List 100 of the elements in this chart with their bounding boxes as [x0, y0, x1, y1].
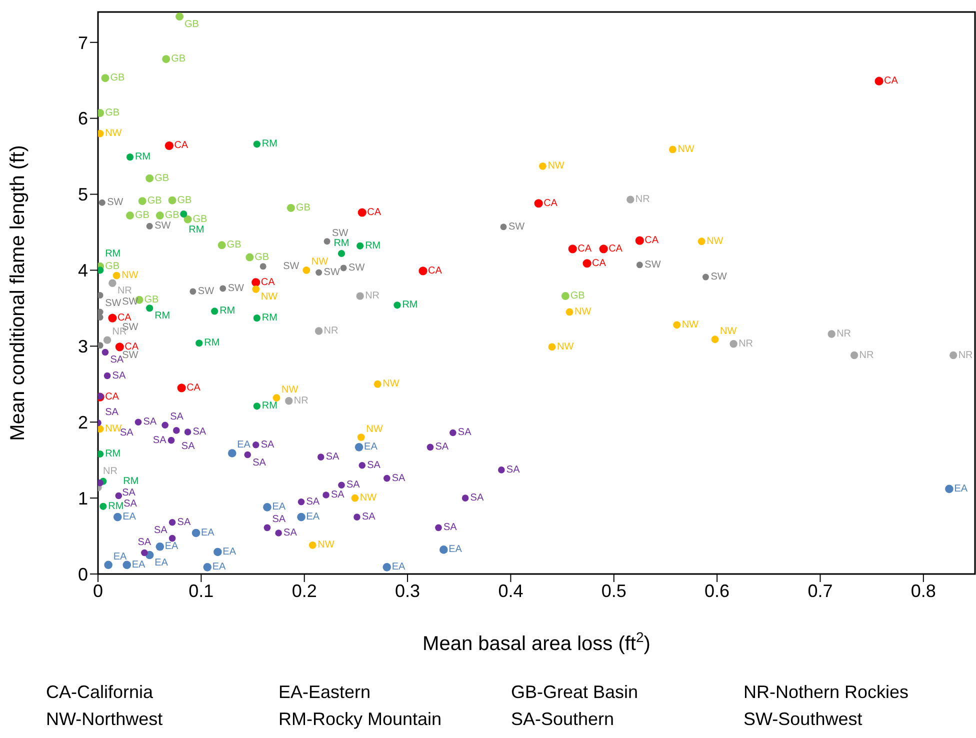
y-tick-label: 4: [78, 260, 88, 281]
point: [561, 292, 570, 300]
text: RM: [188, 224, 204, 236]
text: CA: [124, 341, 139, 352]
point: [340, 264, 347, 272]
point: [108, 314, 117, 322]
point: [302, 266, 310, 274]
text: SA: [392, 472, 406, 484]
text: SW: [348, 262, 365, 274]
point: [146, 174, 154, 182]
text: CA: [608, 243, 622, 254]
text: EA: [222, 546, 236, 558]
point: [103, 336, 112, 344]
point: [626, 196, 634, 204]
y-tick-label: 3: [78, 336, 88, 357]
text: GB: [296, 202, 310, 214]
text: GB: [144, 294, 159, 306]
text: EA: [164, 541, 178, 552]
text: NR: [117, 286, 132, 297]
text: SA: [138, 537, 152, 548]
point: [98, 266, 104, 274]
x-tick-label: 0.4: [498, 580, 524, 601]
point: [382, 563, 392, 572]
point: [214, 548, 222, 556]
text: CA: [117, 312, 132, 324]
point: [98, 199, 106, 206]
point: [316, 269, 322, 276]
text: EA: [154, 558, 168, 569]
text: RM: [220, 306, 236, 317]
text: SA: [367, 460, 380, 471]
text: SA: [443, 522, 457, 534]
y-tick-label: 7: [78, 32, 88, 53]
point: [272, 394, 280, 402]
point: [298, 498, 305, 506]
text: SA: [143, 416, 157, 428]
point: [104, 560, 112, 570]
point: [568, 244, 577, 254]
text: NW: [678, 144, 694, 155]
text: GB: [570, 290, 585, 302]
point: [356, 292, 364, 300]
point: [101, 74, 110, 82]
point: [246, 253, 254, 262]
point: [252, 278, 260, 287]
point: [317, 454, 324, 460]
text: CA: [544, 198, 558, 209]
x-tick-label: 0: [92, 580, 104, 601]
point: [196, 340, 203, 347]
point: [534, 199, 543, 208]
text: NW: [311, 256, 328, 268]
point: [698, 238, 706, 246]
point: [98, 308, 104, 316]
text: CA: [174, 140, 188, 152]
point: [162, 55, 170, 64]
text: CA: [260, 276, 275, 288]
text: SW: [644, 259, 661, 270]
text: GB: [184, 19, 199, 30]
x-tick-label: 0.5: [601, 580, 626, 601]
text: EA: [212, 562, 226, 573]
y-tick-label: 0: [78, 564, 88, 584]
text: NW: [360, 492, 377, 504]
point: [945, 484, 954, 494]
text: NW: [105, 423, 122, 434]
point: [338, 250, 346, 258]
text: SA: [306, 496, 320, 508]
series-label: SW: [324, 266, 340, 278]
series-label: EA: [272, 502, 286, 513]
point: [134, 418, 142, 426]
text: SA: [120, 427, 134, 438]
point: [356, 242, 364, 250]
x-tick-label: 0.1: [188, 580, 214, 601]
point: [850, 351, 858, 360]
text: GB: [154, 172, 170, 184]
y-tick-label: 1: [78, 488, 88, 508]
x-tick-label: 0.3: [395, 580, 420, 601]
text: NW: [105, 128, 122, 140]
text: SA: [435, 442, 449, 453]
point: [146, 304, 154, 312]
series-label: GB: [171, 54, 186, 65]
point: [450, 429, 456, 436]
point: [102, 348, 109, 356]
point: [599, 244, 608, 254]
point: [358, 462, 366, 469]
point: [322, 492, 330, 498]
text: RM: [262, 400, 278, 412]
point: [673, 321, 681, 329]
point: [286, 204, 295, 212]
point: [190, 288, 196, 295]
point: [548, 343, 556, 351]
text: NW-Northwest: [46, 709, 164, 730]
text: NW: [366, 424, 383, 435]
point: [173, 427, 180, 434]
text: SA: [260, 439, 274, 450]
text: SA: [152, 434, 166, 446]
text: EA: [306, 512, 320, 523]
text: SA: [154, 524, 168, 536]
text: RM-Rocky Mountain: [278, 709, 443, 730]
point: [115, 492, 122, 500]
text: NW: [682, 319, 698, 330]
point: [220, 285, 226, 292]
point: [112, 272, 120, 280]
